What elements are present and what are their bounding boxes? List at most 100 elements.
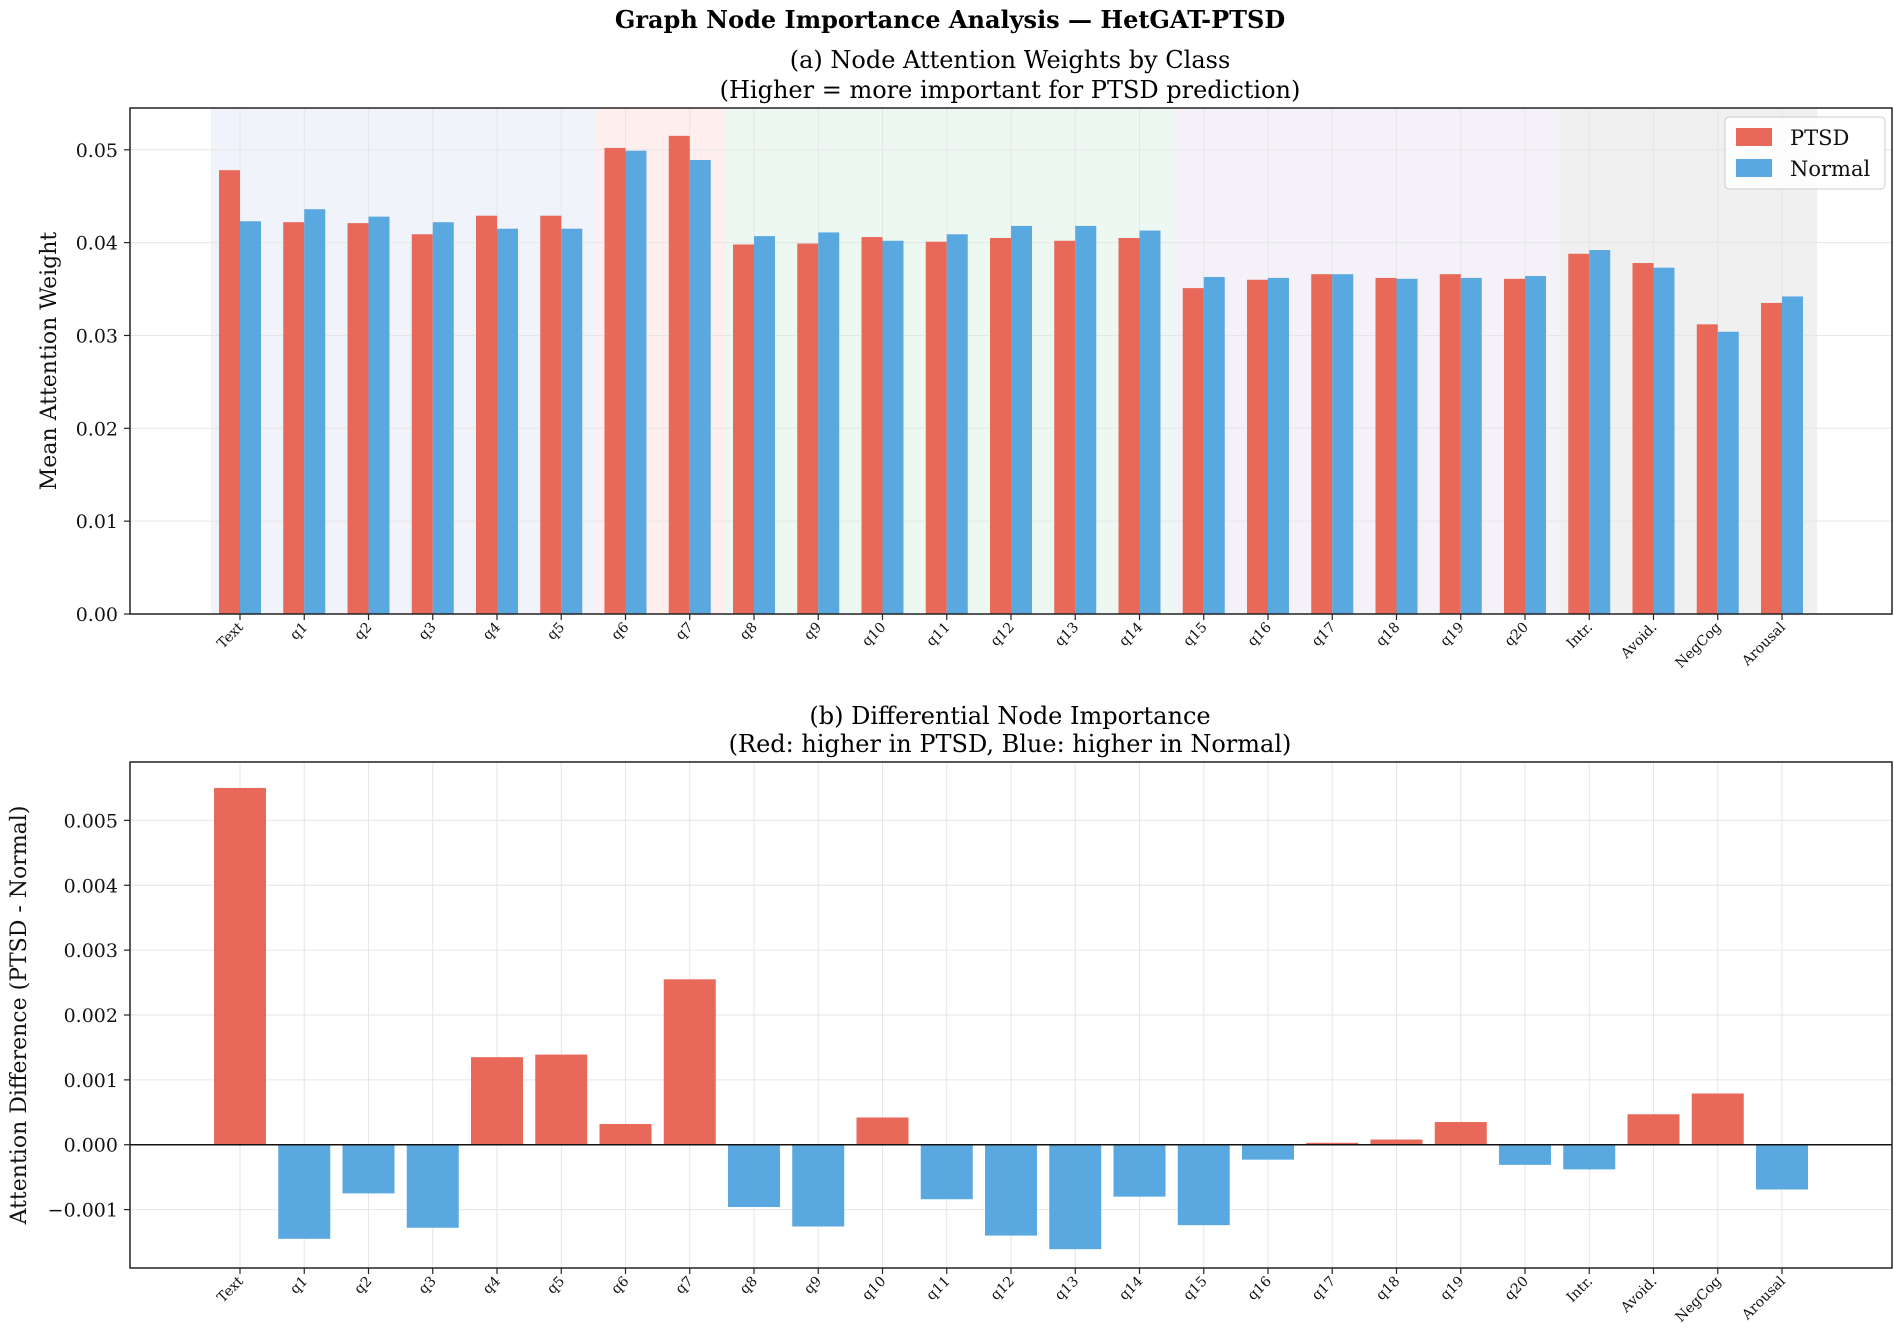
bar-ptsd-intr xyxy=(1568,253,1590,614)
x-tick-label-intr: Intr. xyxy=(1564,1274,1596,1306)
diff-bar-q12 xyxy=(985,1144,1037,1236)
y-tick-label: 0.004 xyxy=(64,875,118,897)
diff-bar-q19 xyxy=(1434,1122,1487,1145)
diff-bar-q4 xyxy=(471,1057,523,1145)
panel-b-subtitle: (Red: higher in PTSD, Blue: higher in No… xyxy=(729,730,1292,758)
x-tick-label-text: Text xyxy=(214,1273,247,1306)
y-tick-label: 0.003 xyxy=(64,940,118,962)
panel-a-legend: PTSD Normal xyxy=(1724,116,1886,190)
x-tick-label-q15: q15 xyxy=(1180,1274,1210,1304)
bar-ptsd-q6 xyxy=(604,147,626,614)
y-tick-label: 0.01 xyxy=(76,511,118,533)
diff-bar-negcog xyxy=(1691,1093,1744,1145)
bar-ptsd-q14 xyxy=(1118,237,1140,615)
bar-ptsd-text xyxy=(219,170,240,614)
diff-bar-q3 xyxy=(406,1144,459,1228)
bar-normal-q18 xyxy=(1396,278,1418,614)
x-tick-label-q1: q1 xyxy=(287,620,311,644)
x-tick-label-avoid: Avoid. xyxy=(1617,1274,1660,1317)
x-tick-label-q16: q16 xyxy=(1245,1273,1275,1303)
x-tick-label-q8: q8 xyxy=(737,1274,761,1298)
bar-ptsd-q1 xyxy=(283,222,305,614)
y-tick-label: 0.00 xyxy=(76,604,118,626)
bar-normal-q11 xyxy=(946,234,968,614)
x-tick-label-q20: q20 xyxy=(1502,1274,1532,1304)
legend-swatch-normal xyxy=(1736,159,1772,177)
bar-normal-q20 xyxy=(1525,276,1546,614)
y-tick-label: −0.001 xyxy=(48,1200,118,1222)
x-tick-label-arousal: Arousal xyxy=(1738,1273,1789,1324)
panel-a-y-ticks: 0.00 0.01 0.02 0.03 0.04 0.05 xyxy=(76,140,130,626)
group-band-4 xyxy=(1174,108,1561,614)
x-tick-label-q17: q17 xyxy=(1309,1274,1339,1304)
x-tick-label-q4: q4 xyxy=(480,619,504,643)
x-tick-label-q13: q13 xyxy=(1052,1274,1082,1304)
bar-normal-q15 xyxy=(1203,276,1225,614)
bar-ptsd-arousal xyxy=(1761,302,1782,614)
bar-ptsd-q18 xyxy=(1375,277,1397,614)
x-tick-label-q19: q19 xyxy=(1437,620,1467,650)
bar-normal-intr xyxy=(1589,250,1611,614)
x-tick-label-q11: q11 xyxy=(923,620,953,650)
bar-ptsd-q9 xyxy=(797,243,819,614)
x-tick-label-q1: q1 xyxy=(287,1274,311,1298)
diff-bar-q6 xyxy=(599,1123,652,1145)
y-tick-label: 0.03 xyxy=(76,325,118,347)
x-tick-label-q19: q19 xyxy=(1437,1274,1467,1304)
diff-bar-avoid xyxy=(1627,1114,1680,1145)
bar-normal-negcog xyxy=(1717,331,1739,614)
x-tick-label-q2: q2 xyxy=(351,620,375,644)
diff-bar-q1 xyxy=(278,1144,331,1239)
y-tick-label: 0.005 xyxy=(64,810,118,832)
y-tick-label: 0.02 xyxy=(76,418,118,440)
bar-normal-q4 xyxy=(497,228,518,614)
group-band-1 xyxy=(210,108,597,614)
diff-bar-text xyxy=(214,787,266,1145)
x-tick-label-q16: q16 xyxy=(1245,619,1275,649)
diff-bar-q5 xyxy=(535,1054,588,1145)
x-tick-label-q5: q5 xyxy=(544,1274,568,1298)
bar-ptsd-avoid xyxy=(1632,263,1654,614)
panel-a-title: (a) Node Attention Weights by Class xyxy=(790,46,1231,74)
diff-bar-q14 xyxy=(1113,1144,1166,1197)
bar-normal-q5 xyxy=(561,228,583,614)
bar-ptsd-q8 xyxy=(733,244,754,615)
x-tick-label-q6: q6 xyxy=(608,1273,632,1297)
diff-bar-intr xyxy=(1563,1144,1616,1170)
legend-label-normal: Normal xyxy=(1790,157,1870,181)
bar-ptsd-q13 xyxy=(1054,240,1076,614)
x-tick-label-q10: q10 xyxy=(859,1274,889,1304)
panel-a-subtitle: (Higher = more important for PTSD predic… xyxy=(720,76,1301,104)
bar-ptsd-q3 xyxy=(411,234,433,614)
x-tick-label-negcog: NegCog xyxy=(1673,619,1725,671)
x-tick-label-q15: q15 xyxy=(1180,620,1210,650)
panel-b-bars xyxy=(214,787,1808,1250)
panel-a-x-ticks: Text q1 q2 q3 q4 q5 q6 q7 q8 q9 q10 q11 q12 q13 q14 q15… xyxy=(214,614,1789,672)
panel-a-y-axis-label: Mean Attention Weight xyxy=(37,232,62,491)
bar-normal-q16 xyxy=(1268,277,1289,614)
bar-normal-q2 xyxy=(368,216,390,615)
x-tick-label-q14: q14 xyxy=(1116,619,1146,649)
x-tick-label-q18: q18 xyxy=(1373,620,1403,650)
bar-ptsd-q16 xyxy=(1247,279,1268,614)
x-tick-label-q17: q17 xyxy=(1309,620,1339,650)
bar-ptsd-q7 xyxy=(668,135,690,614)
x-tick-label-q10: q10 xyxy=(859,620,889,650)
bar-normal-q3 xyxy=(432,222,454,614)
x-tick-label-q11: q11 xyxy=(923,1274,953,1304)
legend-label-ptsd: PTSD xyxy=(1790,126,1849,150)
bar-ptsd-q15 xyxy=(1182,288,1204,614)
x-tick-label-q3: q3 xyxy=(416,620,440,644)
bar-normal-avoid xyxy=(1653,267,1675,614)
diff-bar-q17 xyxy=(1306,1142,1359,1145)
bar-normal-text xyxy=(240,221,261,615)
figure-title: Graph Node Importance Analysis — HetGAT-… xyxy=(615,5,1285,34)
bar-ptsd-q19 xyxy=(1439,274,1461,614)
x-tick-label-q7: q7 xyxy=(673,1274,697,1298)
diff-bar-q9 xyxy=(792,1144,845,1227)
diff-bar-q20 xyxy=(1499,1144,1551,1165)
y-tick-label: 0.04 xyxy=(76,233,118,255)
diff-bar-q18 xyxy=(1370,1139,1423,1145)
x-tick-label-q5: q5 xyxy=(544,620,568,644)
